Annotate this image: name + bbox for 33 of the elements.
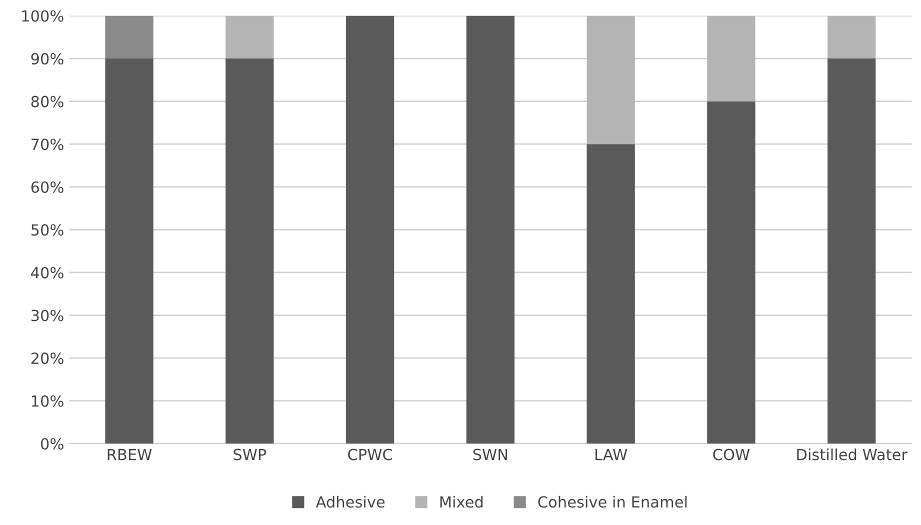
bar <box>226 16 274 59</box>
y-tick-label: 60% <box>31 181 64 193</box>
y-tick-label: 10% <box>32 395 64 407</box>
y-tick-label: 50% <box>31 224 64 236</box>
bar <box>707 101 756 444</box>
x-tick-label: SWN <box>473 448 508 460</box>
y-tick-label: 30% <box>31 310 64 322</box>
y-tick-label: 100% <box>22 10 64 22</box>
y-tick-label: 40% <box>31 266 64 278</box>
bar <box>105 58 154 444</box>
y-tick-label: 80% <box>31 96 64 108</box>
y-tick-label: 70% <box>32 138 64 150</box>
legend-label: Adhesive <box>316 496 385 508</box>
x-tick-label: COW <box>713 448 750 460</box>
bar <box>105 16 154 59</box>
bar <box>586 16 635 144</box>
legend-label: Cohesive in Enamel <box>538 496 687 508</box>
bar <box>226 58 274 444</box>
x-tick-label: CPWC <box>348 448 392 460</box>
bar <box>828 16 876 59</box>
y-tick-label: 0% <box>40 438 64 450</box>
x-tick-label: RBEW <box>108 448 152 460</box>
x-tick-label: LAW <box>596 448 628 460</box>
y-tick-label: 90% <box>31 53 64 65</box>
bar <box>466 16 515 444</box>
bar <box>346 16 394 444</box>
x-tick-label: SWP <box>234 448 266 460</box>
y-tick-label: 20% <box>31 352 64 364</box>
bar <box>586 144 635 444</box>
bar <box>707 16 756 102</box>
bar <box>828 58 876 444</box>
legend-label: Mixed <box>440 496 483 508</box>
x-tick-label: Distilled Water <box>797 448 908 460</box>
